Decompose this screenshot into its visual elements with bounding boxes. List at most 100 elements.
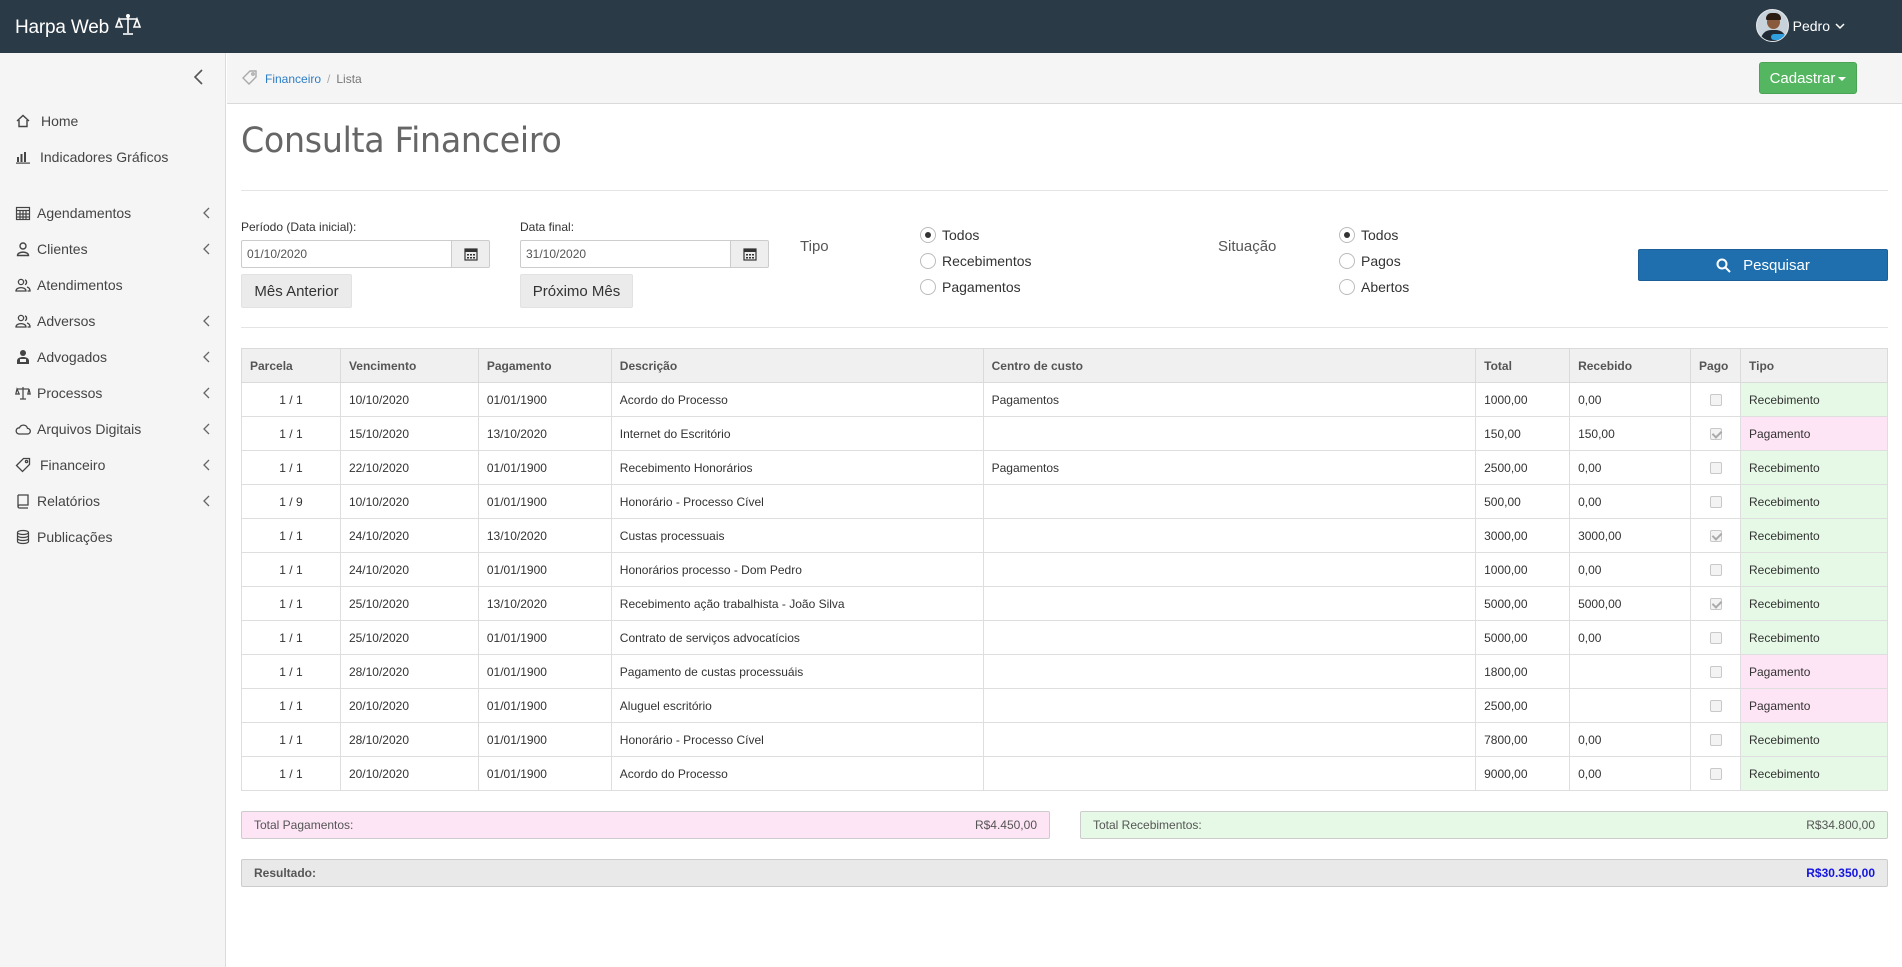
table-row[interactable]: 1 / 1 24/10/2020 01/01/1900 Honorários proc…	[241, 552, 1888, 587]
column-header[interactable]: Tipo	[1740, 348, 1888, 383]
pago-checkbox[interactable]	[1709, 734, 1722, 747]
cell-descricao: Honorário - Processo Cível	[610, 484, 984, 519]
cadastrar-button[interactable]: Cadastrar	[1759, 62, 1857, 94]
situacao-radio-abertos[interactable]: Abertos	[1339, 279, 1409, 295]
column-header[interactable]: Parcela	[241, 348, 341, 383]
data-inicial-calendar-button[interactable]	[452, 240, 490, 268]
sidebar-item-arquivos-digitais[interactable]: Arquivos Digitais	[15, 418, 210, 440]
pago-checkbox[interactable]	[1709, 428, 1722, 441]
tipo-radio-pagamentos[interactable]: Pagamentos	[920, 279, 1021, 295]
cell-centro-de-custo	[982, 518, 1477, 553]
column-header[interactable]: Pagamento	[477, 348, 612, 383]
pago-checkbox[interactable]	[1709, 598, 1722, 611]
radio-button[interactable]	[920, 227, 936, 243]
table-row[interactable]: 1 / 1 10/10/2020 01/01/1900 Acordo do Proce…	[241, 382, 1888, 417]
chevron-left-icon[interactable]	[201, 386, 213, 400]
chevron-left-icon[interactable]	[201, 494, 213, 508]
radio-button[interactable]	[1339, 227, 1355, 243]
total-pagamentos: Total Pagamentos: R$4.450,00	[241, 811, 1050, 839]
sidebar-item-publicacoes[interactable]: Publicações	[15, 526, 205, 548]
mes-anterior-button[interactable]: Mês Anterior	[241, 274, 352, 308]
tipo-radio-todos[interactable]: Todos	[920, 227, 979, 243]
chevron-left-icon[interactable]	[201, 458, 213, 472]
cell-recebido: 5000,00	[1569, 586, 1692, 621]
collapse-sidebar-icon[interactable]	[191, 67, 207, 87]
situacao-radio-todos[interactable]: Todos	[1339, 227, 1398, 243]
column-header[interactable]: Pago	[1690, 348, 1741, 383]
cell-vencimento: 20/10/2020	[339, 688, 479, 723]
pago-checkbox[interactable]	[1709, 700, 1722, 713]
cell-total: 1000,00	[1475, 382, 1571, 417]
column-header[interactable]: Recebido	[1569, 348, 1692, 383]
radio-button[interactable]	[920, 253, 936, 269]
column-header[interactable]: Total	[1475, 348, 1571, 383]
pago-checkbox[interactable]	[1709, 496, 1722, 509]
situacao-radio-pagos[interactable]: Pagos	[1339, 253, 1401, 269]
tipo-radio-recebimentos[interactable]: Recebimentos	[920, 253, 1032, 269]
cell-vencimento: 25/10/2020	[339, 620, 479, 655]
users-icon	[15, 277, 31, 293]
sidebar-item-processos[interactable]: Processos	[15, 382, 210, 404]
radio-button[interactable]	[1339, 279, 1355, 295]
chevron-left-icon[interactable]	[201, 242, 213, 256]
pago-checkbox[interactable]	[1709, 666, 1722, 679]
cell-total: 7800,00	[1475, 722, 1571, 757]
sidebar-item-financeiro[interactable]: Financeiro	[15, 454, 210, 476]
breadcrumb-financeiro-link[interactable]: Financeiro	[265, 72, 322, 86]
table-row[interactable]: 1 / 1 15/10/2020 13/10/2020 Internet do Esc…	[241, 416, 1888, 451]
sidebar-item-agendamentos[interactable]: Agendamentos	[15, 202, 210, 224]
user-name[interactable]: Pedro	[1792, 17, 1830, 34]
column-header[interactable]: Descrição	[610, 348, 984, 383]
resultado-label: Resultado:	[254, 866, 317, 880]
sidebar-item-advogados[interactable]: Advogados	[15, 346, 210, 368]
sidebar-item-atendimentos[interactable]: Atendimentos	[15, 274, 205, 296]
table-row[interactable]: 1 / 1 25/10/2020 01/01/1900 Contrato de ser…	[241, 620, 1888, 655]
chevron-left-icon[interactable]	[201, 422, 213, 436]
brand[interactable]: Harpa Web	[15, 12, 142, 44]
pago-checkbox[interactable]	[1709, 768, 1722, 781]
radio-button[interactable]	[920, 279, 936, 295]
sidebar-item-home[interactable]: Home	[15, 110, 205, 132]
cell-pagamento: 01/01/1900	[477, 688, 612, 723]
divider	[241, 327, 1888, 328]
cell-tipo: Recebimento	[1740, 484, 1888, 519]
data-final-input[interactable]	[520, 240, 731, 268]
column-header[interactable]: Centro de custo	[982, 348, 1477, 383]
data-inicial-label: Período (Data inicial):	[241, 220, 357, 234]
tag-icon	[242, 70, 257, 85]
cell-recebido	[1569, 688, 1692, 723]
data-final-calendar-button[interactable]	[731, 240, 769, 268]
chevron-down-icon[interactable]	[1834, 20, 1846, 32]
table-row[interactable]: 1 / 1 28/10/2020 01/01/1900 Pagamento de cu…	[241, 654, 1888, 689]
table-row[interactable]: 1 / 1 20/10/2020 01/01/1900 Aluguel escritó…	[241, 688, 1888, 723]
table-row[interactable]: 1 / 1 25/10/2020 13/10/2020 Recebimento açã…	[241, 586, 1888, 621]
table-row[interactable]: 1 / 1 24/10/2020 13/10/2020 Custas processu…	[241, 518, 1888, 553]
table-row[interactable]: 1 / 9 10/10/2020 01/01/1900 Honorário - Pro…	[241, 484, 1888, 519]
pago-checkbox[interactable]	[1709, 632, 1722, 645]
data-inicial-input[interactable]	[241, 240, 452, 268]
brand-name[interactable]: Harpa Web	[15, 17, 109, 38]
pago-checkbox[interactable]	[1709, 530, 1722, 543]
proximo-mes-button[interactable]: Próximo Mês	[520, 274, 633, 308]
pago-checkbox[interactable]	[1709, 462, 1722, 475]
sidebar-item-adversos[interactable]: Adversos	[15, 310, 210, 332]
pesquisar-button[interactable]: Pesquisar	[1638, 249, 1888, 281]
cell-pago	[1690, 382, 1741, 417]
pago-checkbox[interactable]	[1709, 394, 1722, 407]
sidebar-item-indicadores-graficos[interactable]: Indicadores Gráficos	[15, 146, 205, 168]
sidebar-item-relatorios[interactable]: Relatórios	[15, 490, 210, 512]
avatar[interactable]	[1755, 9, 1789, 42]
chevron-left-icon[interactable]	[201, 206, 213, 220]
table-row[interactable]: 1 / 1 20/10/2020 01/01/1900 Acordo do Proce…	[241, 756, 1888, 791]
table-row[interactable]: 1 / 1 22/10/2020 01/01/1900 Recebimento Hon…	[241, 450, 1888, 485]
column-header[interactable]: Vencimento	[339, 348, 479, 383]
chevron-left-icon[interactable]	[201, 350, 213, 364]
sidebar-item-clientes[interactable]: Clientes	[15, 238, 210, 260]
table-row[interactable]: 1 / 1 28/10/2020 01/01/1900 Honorário - Pro…	[241, 722, 1888, 757]
radio-button[interactable]	[1339, 253, 1355, 269]
chevron-left-icon[interactable]	[201, 314, 213, 328]
cell-centro-de-custo: Pagamentos	[982, 450, 1477, 485]
user-menu[interactable]: Pedro	[1755, 9, 1846, 42]
pago-checkbox[interactable]	[1709, 564, 1722, 577]
cell-recebido: 150,00	[1569, 416, 1692, 451]
